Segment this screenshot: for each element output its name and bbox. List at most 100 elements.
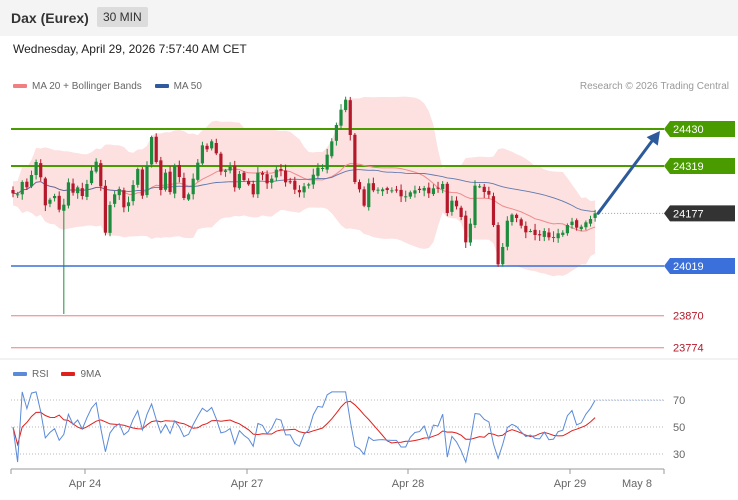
forecast-arrow-head (646, 131, 660, 146)
candle-body (413, 190, 417, 194)
candle-body (270, 178, 274, 183)
candle-body (339, 109, 343, 126)
candle-body (320, 168, 325, 169)
candle-body (242, 172, 246, 180)
candle-body (62, 204, 66, 211)
candle-body (427, 187, 431, 194)
legend-label-rsi: RSI (32, 369, 49, 380)
candle-body (103, 185, 107, 233)
candle-body (404, 196, 408, 198)
candle-body (450, 200, 454, 212)
candle-body (482, 186, 486, 192)
candle-body (330, 141, 334, 157)
legend-label-9ma: 9MA (80, 369, 102, 380)
x-tick-label: Apr 24 (69, 478, 101, 490)
candle-body (441, 184, 445, 190)
candle-body (173, 165, 177, 194)
candle-body (381, 189, 385, 192)
candle-body (247, 181, 251, 185)
level-tag-24319 (664, 158, 735, 174)
candle-body (57, 195, 61, 210)
candle-body (302, 186, 306, 193)
candle-body (325, 154, 329, 170)
candle-body (237, 174, 241, 189)
candle-body (16, 194, 20, 196)
candle-body (431, 188, 436, 195)
candle-body (542, 231, 546, 237)
candle-body (362, 189, 366, 206)
credit-text: Research © 2026 Trading Central (579, 81, 729, 92)
candle-body (408, 192, 412, 197)
candle-body (556, 233, 560, 239)
candle-body (191, 178, 195, 195)
candle-body (200, 145, 205, 164)
candle-body (113, 194, 117, 204)
candle-body (371, 183, 375, 191)
rsi-legend: RSI 9MA (13, 369, 111, 380)
timestamp: Wednesday, April 29, 2026 7:57:40 AM CET (13, 42, 247, 56)
candle-body (136, 169, 140, 185)
candle-body (94, 161, 98, 172)
level-label-23774: 23774 (673, 343, 704, 355)
candle-body (186, 194, 191, 200)
candle-body (71, 183, 75, 193)
candle-body (168, 171, 172, 192)
legend-item-ma50: MA 50 (154, 81, 202, 92)
candle-body (122, 190, 126, 208)
candle-body (159, 160, 163, 190)
legend-item-ma20: MA 20 + Bollinger Bands (13, 81, 142, 92)
candle-body (205, 145, 209, 150)
candle-body (588, 219, 593, 224)
timeframe-badge[interactable]: 30 MIN (97, 7, 148, 27)
header-bar: Dax (Eurex) 30 MIN (0, 0, 738, 36)
candle-body (496, 225, 500, 265)
candle-body (487, 190, 491, 195)
candle-body (39, 163, 43, 178)
candle-body (394, 189, 399, 191)
candle-body (228, 167, 232, 171)
legend-swatch-rsi (13, 372, 27, 377)
candle-body (528, 231, 533, 232)
legend-label-ma20: MA 20 + Bollinger Bands (32, 81, 142, 92)
candle-body (348, 100, 352, 135)
legend-label-ma50: MA 50 (173, 81, 202, 92)
instrument-title: Dax (Eurex) (11, 10, 89, 26)
candle-body (279, 168, 283, 171)
candle-body (20, 182, 24, 195)
level-label-23870: 23870 (673, 311, 704, 323)
candle-body (126, 202, 131, 207)
candle-body (108, 205, 112, 233)
candle-body (196, 162, 200, 180)
candle-body (454, 200, 459, 207)
candle-body (80, 188, 84, 196)
candle-body (459, 207, 463, 217)
candle-body (260, 172, 265, 175)
candle-body (417, 188, 422, 190)
candle-body (117, 189, 121, 196)
candle-body (367, 183, 371, 208)
level-tag-24019 (664, 258, 735, 274)
candle-body (538, 234, 542, 236)
candle-body (66, 182, 71, 206)
candle-body (390, 190, 394, 192)
candle-body (524, 225, 528, 233)
x-tick-label: May 8 (622, 478, 652, 490)
candle-body (575, 220, 579, 228)
legend-item-rsi: RSI (13, 369, 49, 380)
candle-body (533, 229, 537, 235)
candle-body (288, 181, 292, 183)
candle-body (316, 167, 320, 176)
candle-body (52, 196, 57, 199)
candle-body (422, 188, 426, 191)
rsi-level-label-70: 70 (673, 395, 685, 407)
candle-body (219, 153, 223, 172)
candle-body (353, 134, 357, 182)
legend-swatch-9ma (61, 372, 76, 377)
candle-body (491, 196, 496, 225)
candle-body (25, 181, 29, 188)
candle-body (43, 178, 47, 206)
candle-body (145, 166, 149, 196)
candle-body (223, 170, 228, 172)
candle-body (34, 162, 38, 176)
